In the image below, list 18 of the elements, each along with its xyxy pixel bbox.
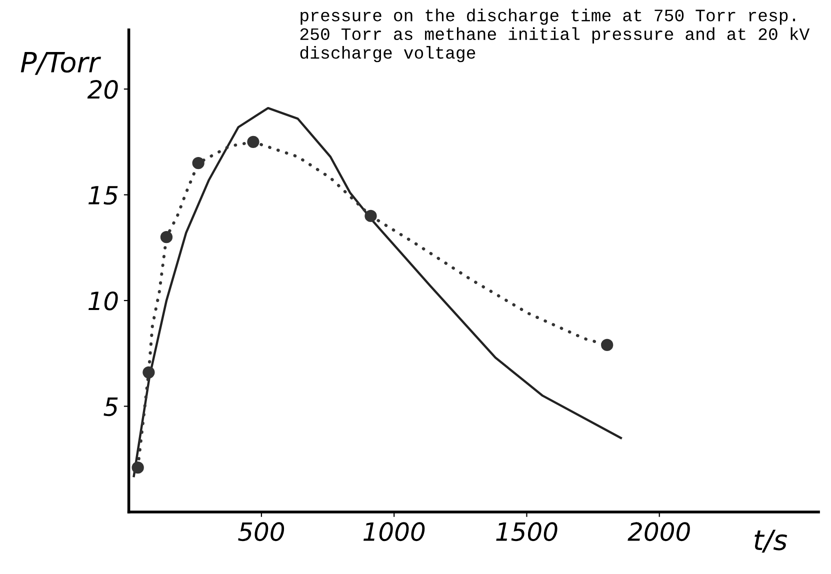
y-tick-label: 15 <box>88 186 118 205</box>
y-tick-label: 5 <box>104 398 118 416</box>
point <box>160 231 173 244</box>
y-tick-label: 20 <box>87 80 118 99</box>
x-tick-label: 1000 <box>363 522 425 542</box>
point <box>601 338 614 352</box>
point <box>192 157 204 170</box>
chart-title: pressure on the discharge time at 750 Torr resp. 250 Torr as methane initial pressure and at 20 kV discharge voltage <box>300 8 810 62</box>
point <box>132 462 144 474</box>
point <box>142 366 155 379</box>
x-axis-title: t/s <box>754 530 788 553</box>
x-tick-label: 2000 <box>628 522 690 542</box>
x-tick-label: 500 <box>238 522 284 542</box>
point <box>364 210 377 222</box>
y-tick-label: 10 <box>88 291 118 310</box>
x-tick-label: 1500 <box>496 522 558 542</box>
point <box>247 136 260 148</box>
y-axis-title: P/Torr <box>20 52 102 75</box>
